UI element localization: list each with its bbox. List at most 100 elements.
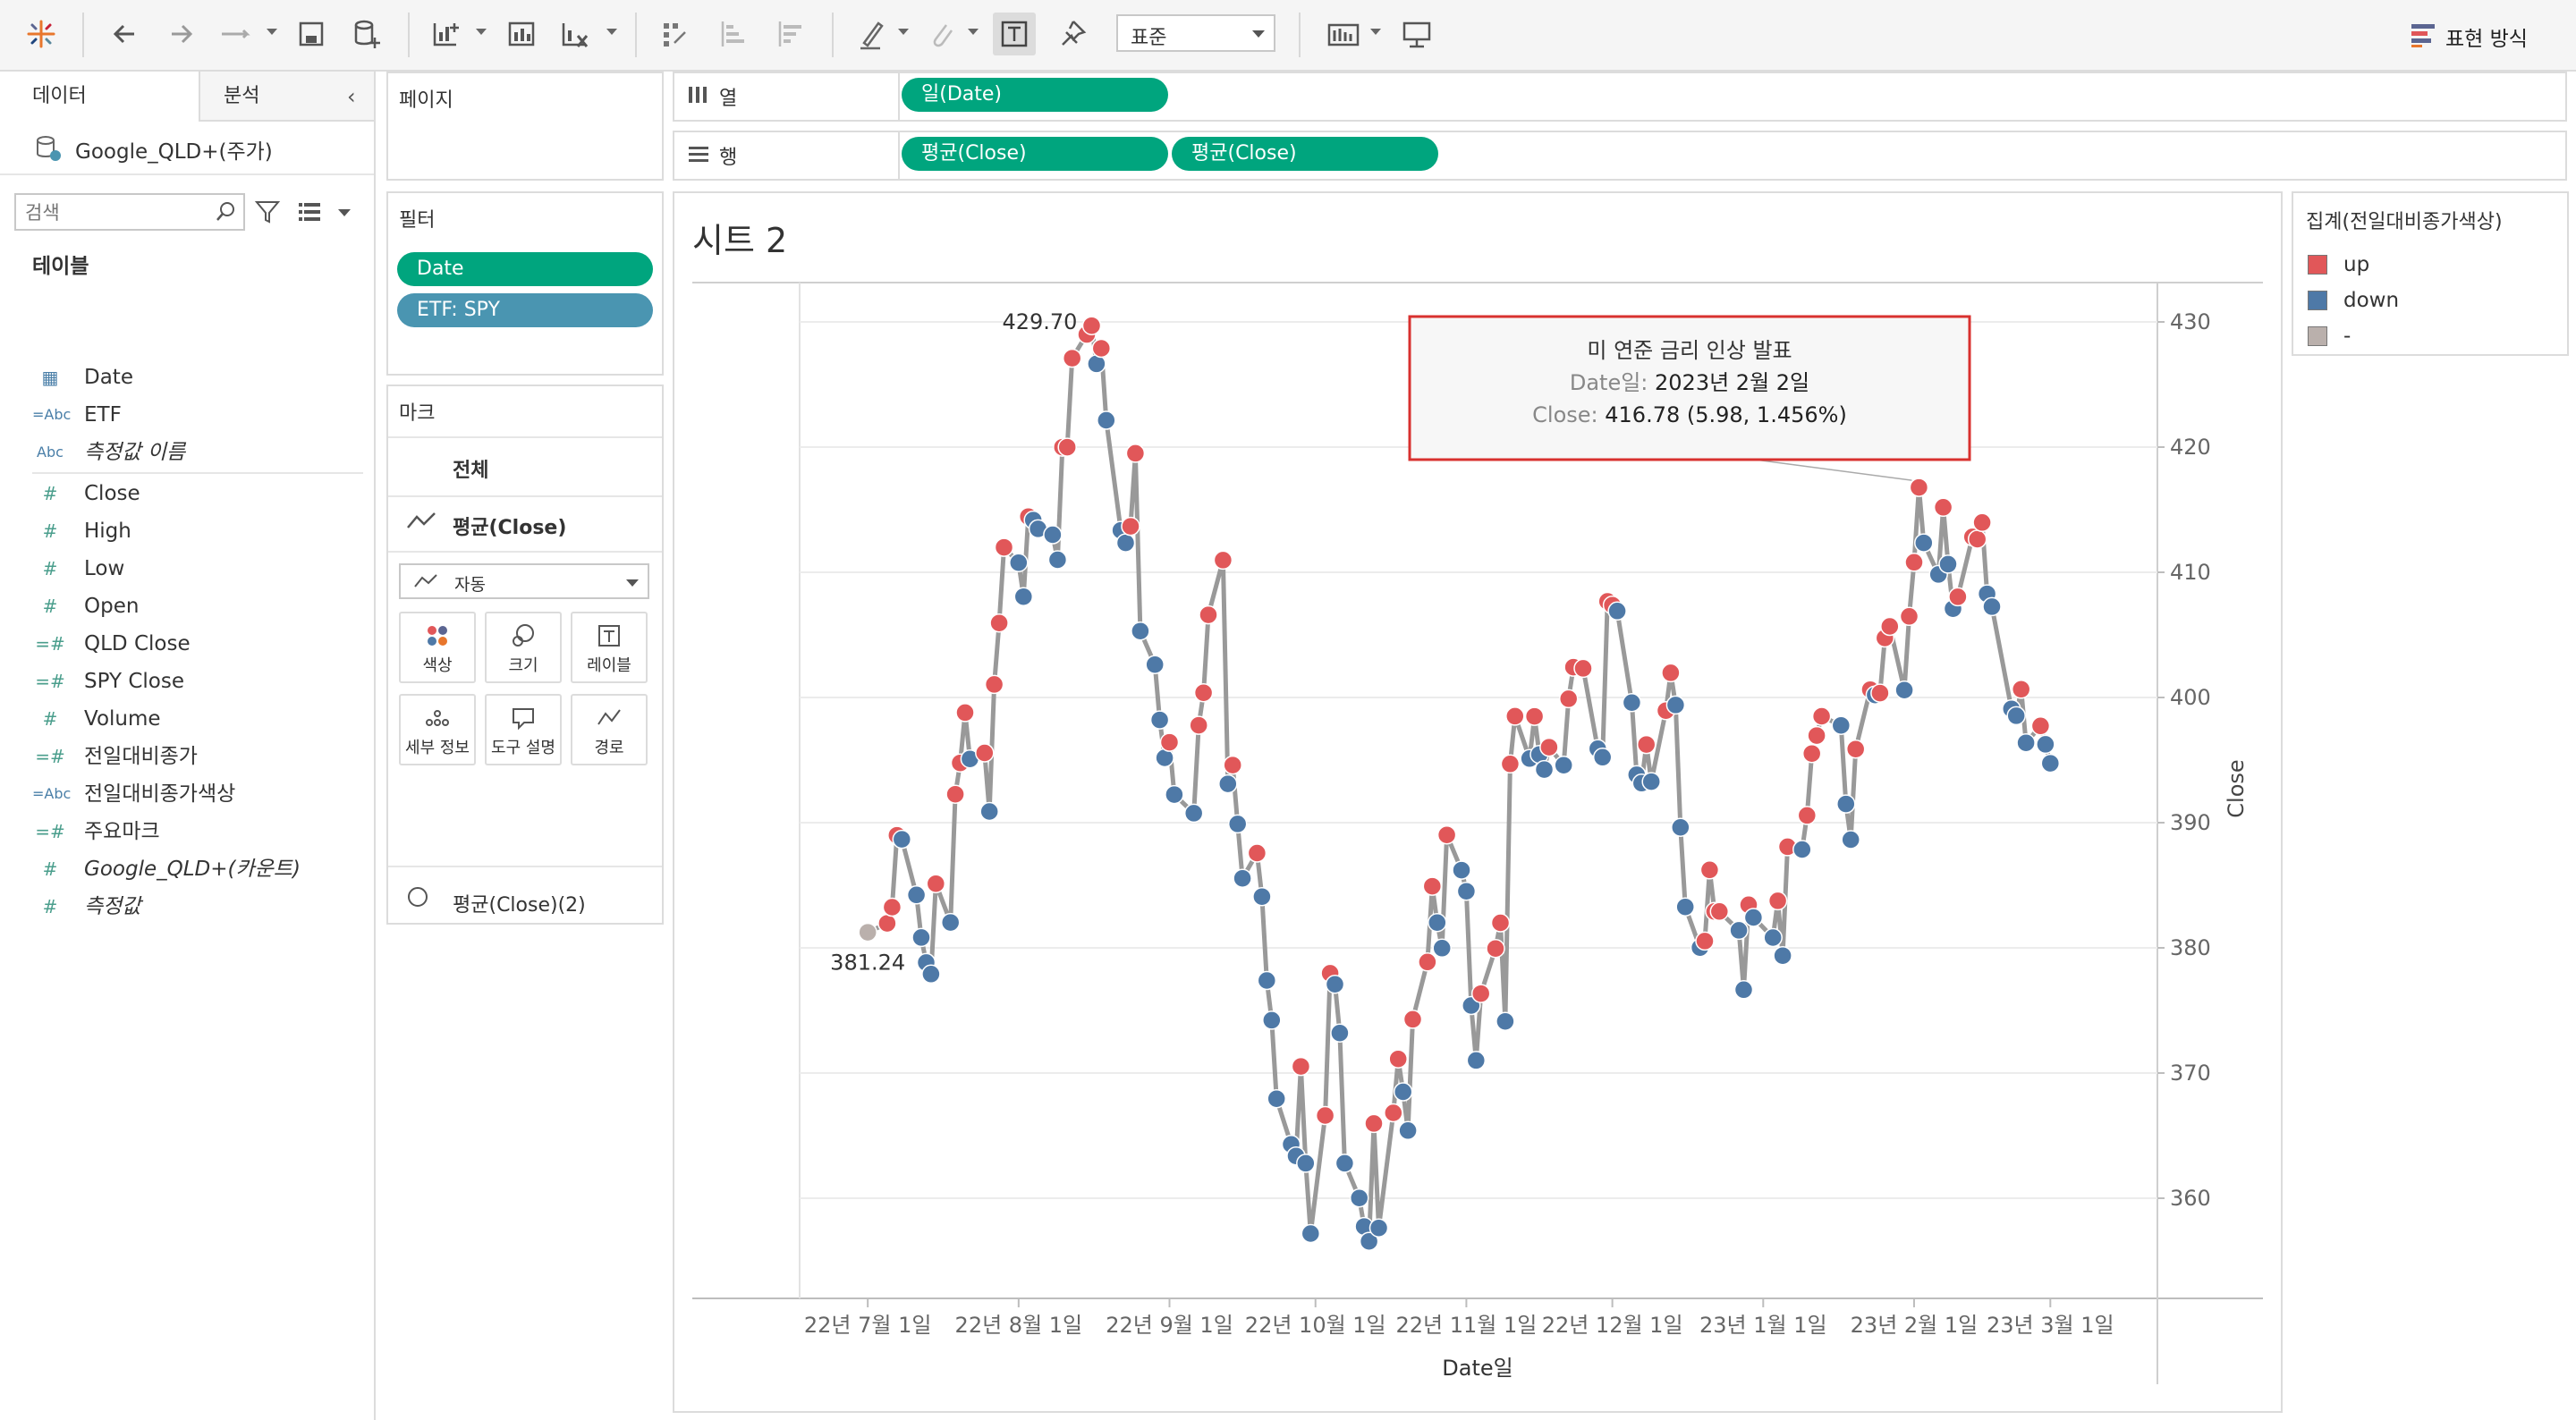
field-item[interactable]: # Close: [0, 476, 374, 511]
data-point: [1057, 437, 1077, 457]
color-button[interactable]: 색상: [399, 612, 476, 683]
field-item[interactable]: # High: [0, 513, 374, 549]
undo-icon[interactable]: [104, 13, 147, 55]
calc-number-icon: =#: [35, 633, 65, 655]
annotation-close-value: 416.78 (5.98, 1.456%): [1605, 402, 1847, 427]
search-field[interactable]: [14, 193, 245, 231]
color-legend[interactable]: 집계(전일대비종가색상) up down -: [2292, 191, 2569, 356]
tableau-logo-icon[interactable]: [20, 13, 63, 55]
data-point: [1641, 772, 1661, 791]
field-item[interactable]: # Low: [0, 551, 374, 587]
field-item[interactable]: # Open: [0, 588, 374, 624]
field-item[interactable]: =# 전일대비종가: [0, 739, 374, 774]
tooltip-button-label: 도구 설명: [491, 739, 555, 757]
sort-descending-icon[interactable]: [769, 13, 812, 55]
legend-swatch-down: [2308, 291, 2327, 310]
new-worksheet-icon[interactable]: [424, 13, 467, 55]
field-item[interactable]: # Volume: [0, 701, 374, 737]
data-point: [1539, 737, 1559, 757]
presentation-mode-icon[interactable]: [1395, 13, 1438, 55]
field-item[interactable]: ▦ Date: [0, 359, 374, 395]
swap-rows-columns-icon[interactable]: [653, 13, 696, 55]
calc-number-icon: =#: [35, 746, 65, 767]
x-tick-label: 23년 2월 1일: [1851, 1313, 1979, 1338]
data-point: [1695, 931, 1715, 951]
filters-card[interactable]: 필터 Date ETF: SPY: [386, 191, 664, 376]
size-button-label: 크기: [508, 656, 538, 675]
rows-pill-avg-close-2[interactable]: 평균(Close): [1172, 137, 1438, 171]
data-point: [1402, 1010, 1423, 1029]
tab-data[interactable]: 데이터: [0, 72, 200, 122]
columns-pill-day-date[interactable]: 일(Date): [902, 78, 1168, 112]
data-point: [1213, 550, 1233, 571]
field-label: Date: [84, 366, 133, 389]
new-datasource-icon[interactable]: [345, 13, 388, 55]
data-point: [1436, 824, 1457, 845]
field-item[interactable]: =# SPY Close: [0, 664, 374, 699]
data-point: [2036, 734, 2055, 755]
tooltip-button[interactable]: 도구 설명: [485, 694, 562, 765]
tab-analysis[interactable]: 분석 ‹: [200, 72, 374, 122]
filter-pill-etf[interactable]: ETF: SPY: [397, 293, 653, 327]
field-item[interactable]: # Google_QLD+(카운트): [0, 851, 374, 887]
marks-card-title: 마크: [399, 402, 436, 425]
fix-axes-pin-icon[interactable]: [1050, 13, 1093, 55]
field-item[interactable]: # 측정값: [0, 889, 374, 925]
columns-shelf-label: 열: [719, 88, 738, 110]
label-button[interactable]: 레이블: [571, 612, 648, 683]
field-item[interactable]: =# QLD Close: [0, 626, 374, 662]
detail-button[interactable]: 세부 정보: [399, 694, 476, 765]
pages-card[interactable]: 페이지: [386, 72, 664, 181]
columns-shelf[interactable]: 열 일(Date): [673, 72, 2567, 122]
marks-layer-close[interactable]: 평균(Close): [388, 499, 662, 549]
save-icon[interactable]: [290, 13, 333, 55]
tables-header: 테이블: [32, 255, 89, 278]
duplicate-sheet-icon[interactable]: [499, 13, 542, 55]
field-item[interactable]: =# 주요마크: [0, 814, 374, 849]
field-label: Close: [84, 482, 140, 505]
rows-pill-avg-close[interactable]: 평균(Close): [902, 137, 1168, 171]
line-chart: 360 370 380 390 400 410 420 430 Close 22년 7월 1일 22…: [692, 282, 2263, 1384]
data-point: [1159, 732, 1180, 752]
show-me-button[interactable]: 표현 방식: [2406, 18, 2558, 54]
datasource-row[interactable]: Google_QLD+(주가): [0, 123, 374, 175]
filter-icon[interactable]: [254, 199, 281, 225]
sheet-title: 시트 2: [692, 221, 788, 260]
field-item[interactable]: =Abc ETF: [0, 397, 374, 433]
path-button[interactable]: 경로: [571, 694, 648, 765]
redirect-icon[interactable]: [215, 13, 258, 55]
chevron-down-icon[interactable]: [338, 209, 351, 216]
x-tick-label: 22년 12월 1일: [1542, 1313, 1683, 1338]
rows-shelf[interactable]: 행 평균(Close) 평균(Close): [673, 131, 2567, 181]
detail-icon: [401, 705, 474, 735]
fit-select[interactable]: 표준: [1116, 14, 1275, 52]
list-view-icon[interactable]: [297, 200, 322, 224]
field-item[interactable]: =Abc 전일대비종가색상: [0, 776, 374, 812]
data-point: [1899, 606, 1919, 627]
show-cards-icon[interactable]: [1322, 13, 1365, 55]
number-icon: #: [42, 708, 58, 730]
data-point: [1115, 533, 1136, 553]
mark-type-select[interactable]: 자동: [399, 563, 649, 599]
search-input[interactable]: [23, 199, 206, 227]
show-mark-labels-icon[interactable]: [993, 13, 1036, 55]
data-point: [1149, 710, 1170, 730]
y-tick-label: 380: [2170, 935, 2211, 960]
marks-all-layer[interactable]: 전체: [388, 442, 662, 494]
annotation-date-key: Date일:: [1570, 370, 1655, 395]
group-members-icon[interactable]: [919, 13, 962, 55]
data-point: [1773, 945, 1792, 966]
redo-icon[interactable]: [159, 13, 202, 55]
marks-layer-close-2[interactable]: 평균(Close)(2): [388, 869, 662, 921]
highlight-icon[interactable]: [850, 13, 893, 55]
filter-pill-date[interactable]: Date: [397, 252, 653, 286]
data-point: [1622, 692, 1642, 713]
tab-data-label: 데이터: [32, 85, 87, 107]
field-label: Volume: [84, 707, 161, 731]
size-button[interactable]: 크기: [485, 612, 562, 683]
clear-sheet-icon[interactable]: [553, 13, 596, 55]
number-icon: #: [42, 558, 58, 579]
sort-ascending-icon[interactable]: [712, 13, 755, 55]
field-item[interactable]: Abc 측정값 이름: [0, 435, 374, 470]
collapse-pane-icon[interactable]: ‹: [347, 84, 356, 109]
